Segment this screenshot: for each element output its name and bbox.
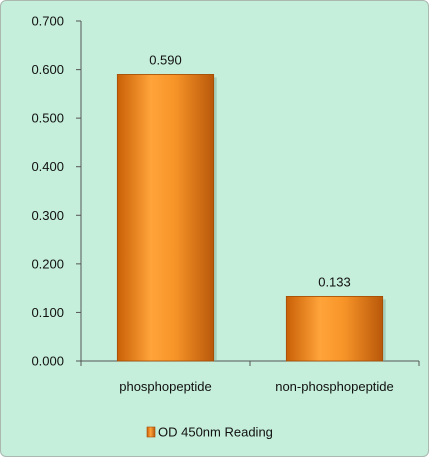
- y-tick-label: 0.100: [31, 305, 64, 320]
- y-tick-label: 0.500: [31, 111, 64, 126]
- legend-label: OD 450nm Reading: [158, 425, 273, 440]
- data-label: 0.590: [149, 52, 182, 67]
- x-axis: [80, 360, 420, 366]
- y-tick-label: 0.600: [31, 62, 64, 77]
- bar: [116, 74, 215, 362]
- data-label: 0.133: [318, 274, 351, 289]
- data-labels: 0.590 0.133: [149, 52, 351, 289]
- y-tick-label: 0.700: [31, 14, 64, 29]
- category-label: phosphopeptide: [119, 379, 212, 394]
- bar: [285, 295, 384, 362]
- y-tick-label: 0.000: [31, 354, 64, 369]
- y-axis: 0.000 0.100 0.200 0.300 0.400 0.500 0.600 0.700: [31, 14, 82, 369]
- category-label: non-phosphopeptide: [275, 379, 394, 394]
- legend-swatch: [146, 426, 156, 438]
- y-tick-label: 0.400: [31, 159, 64, 174]
- category-labels: phosphopeptide non-phosphopeptide: [119, 379, 394, 394]
- y-tick-label: 0.200: [31, 256, 64, 271]
- bars: [116, 74, 386, 362]
- y-tick-label: 0.300: [31, 208, 64, 223]
- legend: OD 450nm Reading: [146, 425, 273, 440]
